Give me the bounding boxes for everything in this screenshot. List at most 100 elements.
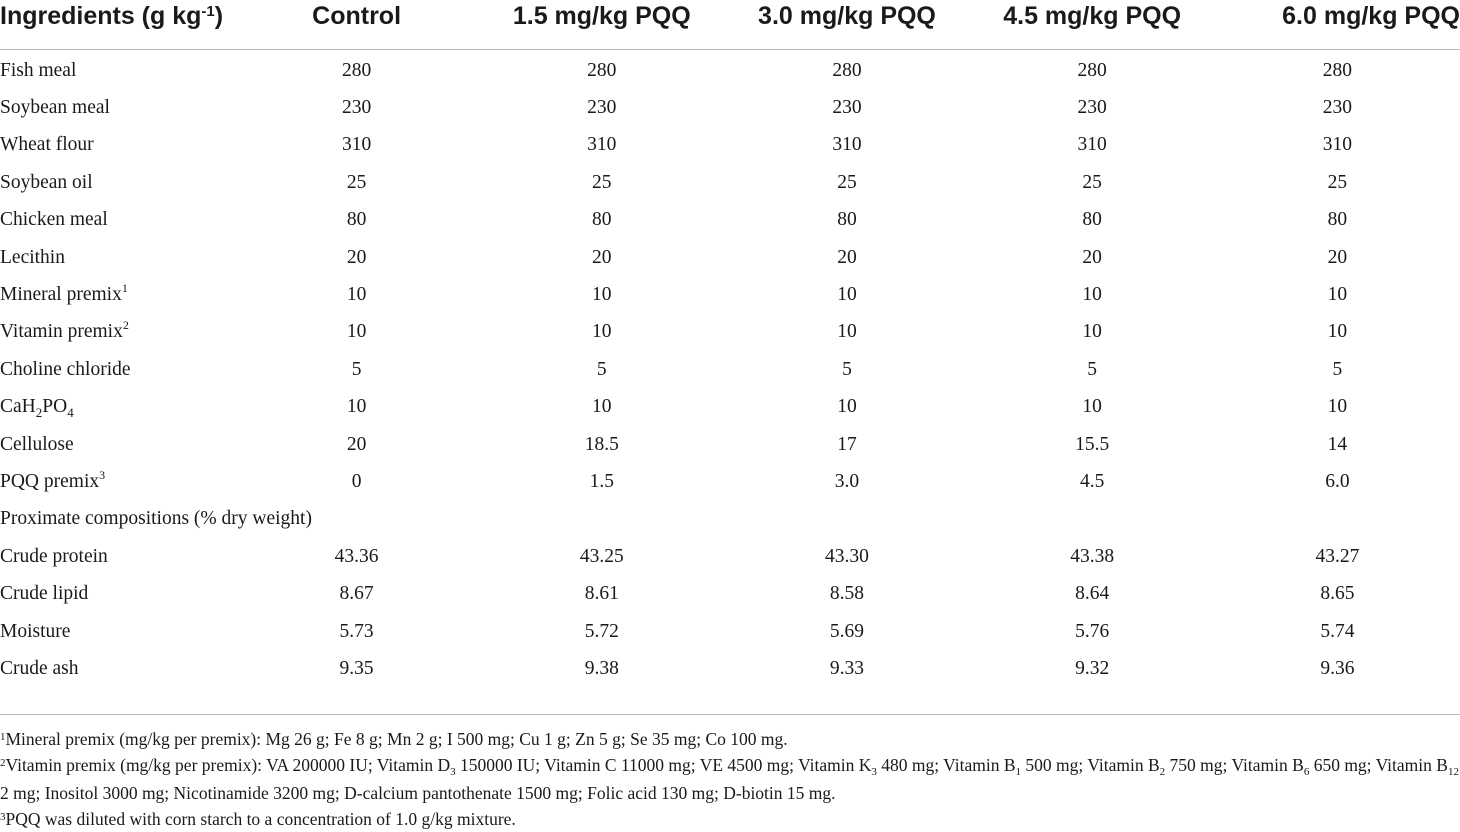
table-cell: 43.30 xyxy=(724,538,969,575)
table-cell: 230 xyxy=(234,89,479,126)
table-row: Moisture 5.73 5.72 5.69 5.76 5.74 xyxy=(0,613,1460,650)
table-cell: 8.61 xyxy=(479,575,724,612)
row-label: Chicken meal xyxy=(0,202,234,239)
table-cell: 9.38 xyxy=(479,650,724,687)
table-row: Crude ash 9.35 9.38 9.33 9.32 9.36 xyxy=(0,650,1460,687)
table-cell: 310 xyxy=(724,127,969,164)
row-label: Crude ash xyxy=(0,650,234,687)
table-cell: 18.5 xyxy=(479,426,724,463)
footnote-marker: 2 xyxy=(123,318,129,332)
table-cell: 280 xyxy=(479,50,724,90)
table-cell: 25 xyxy=(970,164,1215,201)
table-cell: 9.33 xyxy=(724,650,969,687)
footnote-2: 2Vitamin premix (mg/kg per premix): VA 2… xyxy=(0,753,1460,807)
footnote-3: 3PQQ was diluted with corn starch to a c… xyxy=(0,807,1460,832)
table-cell: 80 xyxy=(724,202,969,239)
table-cell: 14 xyxy=(1215,426,1460,463)
table-cell: 43.25 xyxy=(479,538,724,575)
table-cell: 230 xyxy=(970,89,1215,126)
table-cell: 10 xyxy=(724,276,969,313)
header-pqq-6-0: 6.0 mg/kg PQQ xyxy=(1215,0,1460,50)
table-row: Chicken meal 80 80 80 80 80 xyxy=(0,202,1460,239)
table-cell: 25 xyxy=(234,164,479,201)
table-cell: 8.65 xyxy=(1215,575,1460,612)
table-row: Cellulose 20 18.5 17 15.5 14 xyxy=(0,426,1460,463)
table-cell: 9.36 xyxy=(1215,650,1460,687)
table-cell: 43.27 xyxy=(1215,538,1460,575)
table-cell: 25 xyxy=(1215,164,1460,201)
row-label: Lecithin xyxy=(0,239,234,276)
table-cell: 80 xyxy=(479,202,724,239)
diet-composition-table: Ingredients (g kg-1) Control 1.5 mg/kg P… xyxy=(0,0,1460,688)
table-row: PQQ premix3 0 1.5 3.0 4.5 6.0 xyxy=(0,463,1460,500)
row-label: Vitamin premix2 xyxy=(0,314,234,351)
row-label: Soybean oil xyxy=(0,164,234,201)
table-cell: 230 xyxy=(724,89,969,126)
table-cell: 4.5 xyxy=(970,463,1215,500)
table-cell: 310 xyxy=(1215,127,1460,164)
row-label: Crude lipid xyxy=(0,575,234,612)
table-cell: 5.72 xyxy=(479,613,724,650)
table-row: Fish meal 280 280 280 280 280 xyxy=(0,50,1460,90)
table-cell: 280 xyxy=(1215,50,1460,90)
table-cell: 20 xyxy=(234,426,479,463)
row-label: Fish meal xyxy=(0,50,234,90)
table-cell: 15.5 xyxy=(970,426,1215,463)
table-footer-divider xyxy=(0,714,1460,715)
table-cell: 5 xyxy=(1215,351,1460,388)
table-cell: 280 xyxy=(724,50,969,90)
table-cell: 280 xyxy=(970,50,1215,90)
table-cell: 5 xyxy=(234,351,479,388)
table-cell: 10 xyxy=(970,389,1215,426)
table-cell: 25 xyxy=(479,164,724,201)
table-cell: 17 xyxy=(724,426,969,463)
header-ingredients: Ingredients (g kg-1) xyxy=(0,0,234,50)
table-cell: 20 xyxy=(1215,239,1460,276)
row-label: Choline chloride xyxy=(0,351,234,388)
table-cell: 3.0 xyxy=(724,463,969,500)
table-row: Wheat flour 310 310 310 310 310 xyxy=(0,127,1460,164)
table-cell: 20 xyxy=(724,239,969,276)
table-row: Mineral premix1 10 10 10 10 10 xyxy=(0,276,1460,313)
row-label: PQQ premix3 xyxy=(0,463,234,500)
table-cell: 20 xyxy=(234,239,479,276)
table-cell: 10 xyxy=(479,314,724,351)
table-cell: 10 xyxy=(479,389,724,426)
table-cell: 10 xyxy=(234,314,479,351)
table-row: Crude lipid 8.67 8.61 8.58 8.64 8.65 xyxy=(0,575,1460,612)
row-label: Soybean meal xyxy=(0,89,234,126)
table-cell: 43.36 xyxy=(234,538,479,575)
table-cell: 10 xyxy=(1215,276,1460,313)
table-cell: 9.35 xyxy=(234,650,479,687)
table-cell: 8.67 xyxy=(234,575,479,612)
table-cell: 6.0 xyxy=(1215,463,1460,500)
table-cell: 310 xyxy=(234,127,479,164)
table-cell: 25 xyxy=(724,164,969,201)
table-cell: 10 xyxy=(724,389,969,426)
table-cell: 280 xyxy=(234,50,479,90)
row-label: CaH2PO4 xyxy=(0,389,234,426)
table-cell: 10 xyxy=(479,276,724,313)
table-cell: 80 xyxy=(970,202,1215,239)
table-cell: 5 xyxy=(724,351,969,388)
table-row: Soybean meal 230 230 230 230 230 xyxy=(0,89,1460,126)
footnote-marker: 1 xyxy=(122,281,128,295)
header-row: Ingredients (g kg-1) Control 1.5 mg/kg P… xyxy=(0,0,1460,50)
table-cell: 1.5 xyxy=(479,463,724,500)
section-row: Proximate compositions (% dry weight) xyxy=(0,501,1460,538)
table-cell: 9.32 xyxy=(970,650,1215,687)
row-label: Cellulose xyxy=(0,426,234,463)
table-cell: 5.73 xyxy=(234,613,479,650)
row-label: Wheat flour xyxy=(0,127,234,164)
table-cell: 80 xyxy=(234,202,479,239)
table-cell: 310 xyxy=(970,127,1215,164)
table-row: Choline chloride 5 5 5 5 5 xyxy=(0,351,1460,388)
table-cell: 8.64 xyxy=(970,575,1215,612)
table-cell: 80 xyxy=(1215,202,1460,239)
table-cell: 5.76 xyxy=(970,613,1215,650)
header-pqq-3-0: 3.0 mg/kg PQQ xyxy=(724,0,969,50)
table-row: Lecithin 20 20 20 20 20 xyxy=(0,239,1460,276)
table-cell: 10 xyxy=(1215,314,1460,351)
section-label: Proximate compositions (% dry weight) xyxy=(0,501,1460,538)
table-cell: 5.69 xyxy=(724,613,969,650)
